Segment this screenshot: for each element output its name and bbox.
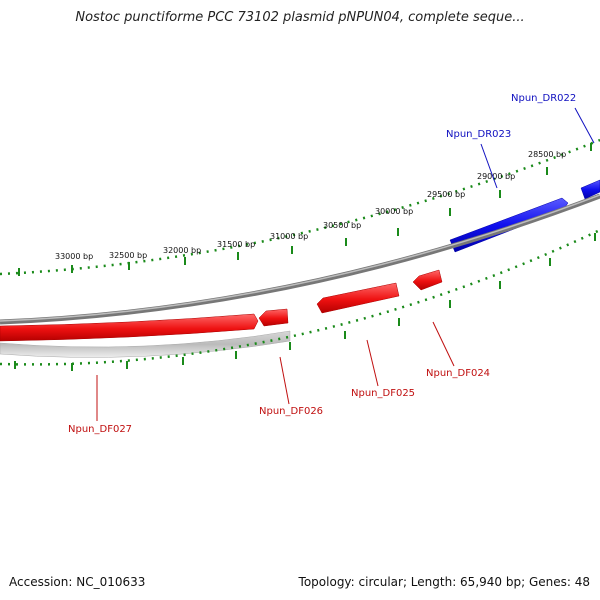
tick-label: 31500 bp <box>217 240 255 249</box>
inner-track <box>0 330 291 358</box>
gene-npun-df027[interactable] <box>0 313 259 342</box>
tick-label: 32500 bp <box>109 251 147 260</box>
leader-line-df024 <box>432 321 455 367</box>
inner-tick-ring <box>0 228 600 366</box>
tick-label: 33000 bp <box>55 252 93 261</box>
backbone-outer <box>0 193 600 325</box>
gene-label-df024[interactable]: Npun_DF024 <box>426 368 490 379</box>
tick-label: 30000 bp <box>375 207 413 216</box>
tick-label: 29000 bp <box>477 172 515 181</box>
topology-summary: Topology: circular; Length: 65,940 bp; G… <box>298 575 590 589</box>
inner-major-ticks <box>14 233 596 371</box>
tick-label: 31000 bp <box>270 232 308 241</box>
gene-label-df025[interactable]: Npun_DF025 <box>351 388 415 399</box>
tick-label: 28500 bp <box>528 150 566 159</box>
gene-label-df026[interactable]: Npun_DF026 <box>259 406 323 417</box>
gene-label-df027[interactable]: Npun_DF027 <box>68 424 132 435</box>
accession-text: Accession: NC_010633 <box>9 575 146 589</box>
gene-npun-df026[interactable] <box>258 308 289 327</box>
gene-npun-dr022[interactable] <box>580 179 600 200</box>
leader-line-dr023 <box>480 143 498 189</box>
tick-label: 32000 bp <box>163 246 201 255</box>
gene-label-dr023[interactable]: Npun_DR023 <box>446 129 511 140</box>
map-title: Nostoc punctiforme PCC 73102 plasmid pNP… <box>75 10 525 25</box>
backbone-outer-highlight <box>0 194 600 322</box>
gene-npun-df024[interactable] <box>412 269 443 291</box>
gene-label-dr022[interactable]: Npun_DR022 <box>511 93 576 104</box>
tick-label: 30500 bp <box>323 221 361 230</box>
gene-npun-df025[interactable] <box>316 282 400 314</box>
outer-major-ticks <box>18 143 592 276</box>
tick-label: 29500 bp <box>427 190 465 199</box>
leader-line-df025 <box>366 339 379 387</box>
leader-line-df026 <box>279 356 290 405</box>
leader-line-dr022 <box>574 107 595 144</box>
